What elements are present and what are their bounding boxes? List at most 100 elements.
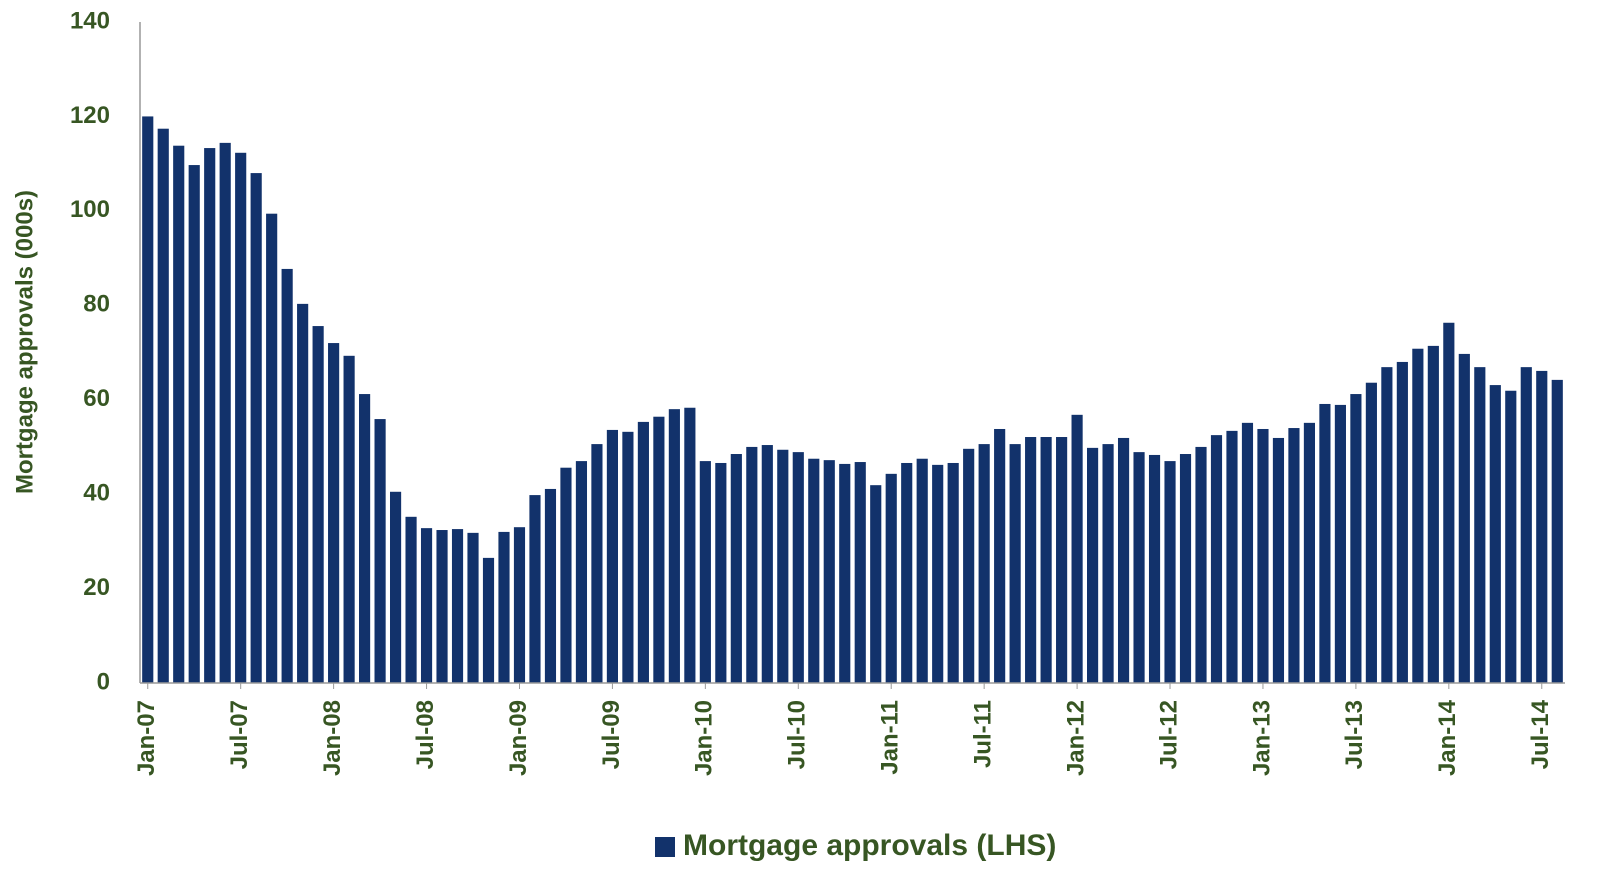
bar [1195,446,1207,683]
x-tick-label: Jul-12 [1155,700,1182,769]
bar [250,173,262,684]
bar [1381,367,1393,683]
bar [1148,454,1161,683]
bar [591,444,603,683]
bar [1272,437,1285,683]
y-tick-label: 60 [83,385,110,412]
bar [1288,428,1300,683]
bar [668,409,680,683]
legend-swatch [655,837,675,857]
bar [420,528,433,683]
bar [637,421,649,683]
bar [312,326,324,683]
bar [963,448,975,683]
bar [173,145,185,684]
y-tick-label: 100 [70,196,110,223]
bar [281,268,293,683]
bar [978,444,990,683]
x-tick-label: Jan-11 [877,700,904,775]
bar [854,462,866,683]
bar [157,128,169,683]
y-tick-label: 120 [70,102,110,129]
bar [606,429,618,683]
bar [994,428,1006,683]
bar [1412,348,1424,683]
bar [777,449,789,683]
bar [266,213,278,683]
bar [1458,353,1470,683]
bar [1179,454,1192,683]
bar [219,142,231,683]
bar [1443,322,1455,683]
bar [947,462,959,683]
bar [544,488,557,683]
bar [1319,403,1331,683]
bar [1551,379,1563,683]
bar [746,446,758,683]
bar [622,431,634,683]
bar [374,419,386,683]
bar [204,148,216,684]
bar [1241,422,1254,683]
bar [359,394,371,683]
x-tick-label: Jan-13 [1248,700,1275,776]
bar [1427,345,1439,683]
bar [297,303,309,683]
y-tick-label: 80 [83,291,110,318]
y-tick-label: 20 [83,574,110,601]
bar [761,445,773,683]
bar [1009,444,1021,683]
bar [405,516,417,683]
legend-label: Mortgage approvals (LHS) [683,829,1056,862]
x-tick-label: Jan-10 [691,700,718,776]
bar [870,485,882,683]
x-tick-label: Jul-07 [226,700,253,769]
bar [1210,435,1223,683]
bar [1117,437,1130,683]
bar [498,531,510,683]
bar [1350,394,1362,683]
bar [932,464,944,683]
bar [823,460,835,683]
bar [1303,422,1316,683]
bar [467,532,479,683]
bar [389,491,402,683]
bar [513,527,526,683]
bar [1489,385,1501,683]
x-tick-label: Jul-11 [970,700,997,768]
bar [1102,444,1114,683]
x-tick-label: Jan-09 [505,700,532,776]
bar [792,452,804,683]
bar [1087,447,1099,683]
x-tick-label: Jan-07 [133,700,160,776]
bar [699,461,711,683]
bar [1133,452,1145,683]
bar [653,416,665,683]
bar [343,355,355,683]
bar [188,165,200,684]
bar [1025,437,1037,683]
bar [1164,461,1176,683]
x-tick-label: Jan-08 [319,700,346,776]
bar [1334,404,1346,683]
bar [575,461,588,683]
bar [1226,430,1238,683]
bar [436,530,448,683]
y-tick-label: 140 [70,7,110,34]
bar [1257,428,1269,683]
bar [1056,437,1068,683]
bar [730,454,742,683]
bar [1365,382,1377,683]
bar [482,557,495,683]
y-tick-label: 0 [97,668,110,695]
x-tick-label: Jul-14 [1527,699,1554,769]
bar [560,467,572,683]
bar [808,458,820,683]
bar [684,407,696,683]
x-tick-label: Jul-13 [1341,700,1368,769]
y-tick-label: 40 [83,479,110,506]
bar [901,462,913,683]
bar [885,473,897,683]
x-tick-label: Jul-09 [598,700,625,769]
